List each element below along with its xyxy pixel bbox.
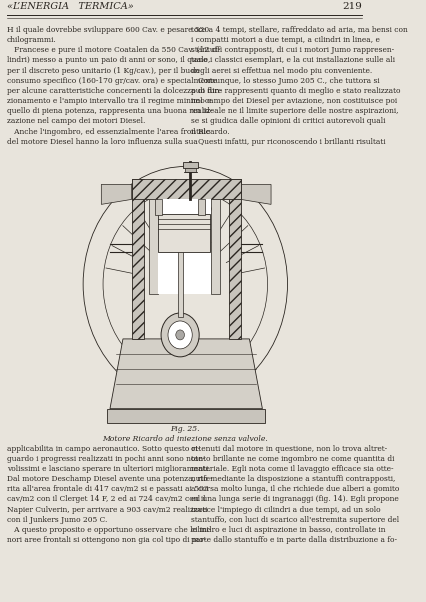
Text: guardo i progressi realizzati in pochi anni sono note-: guardo i progressi realizzati in pochi a… bbox=[7, 455, 205, 463]
Bar bbox=[183, 161, 199, 169]
Text: cav/m2 con il Clerget 14 F, 2 ed ai 724 cav/m2 con il: cav/m2 con il Clerget 14 F, 2 ed ai 724 … bbox=[7, 495, 205, 503]
Text: Motore Ricardo ad iniezione senza valvole.: Motore Ricardo ad iniezione senza valvol… bbox=[102, 435, 268, 442]
Bar bbox=[178, 252, 183, 317]
Text: applicabilita in campo aeronautico. Sotto questo ri-: applicabilita in campo aeronautico. Sott… bbox=[7, 444, 200, 453]
Text: materiale. Egli nota come il lavaggio efficace sia otte-: materiale. Egli nota come il lavaggio ef… bbox=[190, 465, 393, 473]
Bar bbox=[185, 169, 196, 173]
Circle shape bbox=[168, 321, 192, 349]
Text: nori aree frontali si ottengono non gia col tipo di mo-: nori aree frontali si ottengono non gia … bbox=[7, 536, 206, 544]
Polygon shape bbox=[241, 184, 271, 204]
Text: «L’ENERGIA   TERMICA»: «L’ENERGIA TERMICA» bbox=[7, 2, 134, 11]
Text: ed una lunga serie di ingranaggi (fig. 14). Egli propone: ed una lunga serie di ingranaggi (fig. 1… bbox=[190, 495, 398, 503]
Text: con il Junkers Jumo 205 C.: con il Junkers Jumo 205 C. bbox=[7, 516, 107, 524]
Text: nuto mediante la disposizione a stantuffi contrapposti,: nuto mediante la disposizione a stantuff… bbox=[190, 475, 395, 483]
Text: per alcune caratteristiche concernenti la dolcezza di fun-: per alcune caratteristiche concernenti l… bbox=[7, 87, 222, 95]
Text: Dal motore Deschamp Diesel avente una potenza, rife-: Dal motore Deschamp Diesel avente una po… bbox=[7, 475, 213, 483]
Bar bbox=[211, 199, 220, 294]
Bar bbox=[199, 199, 205, 216]
Bar bbox=[158, 214, 210, 252]
Text: Questi infatti, pur riconoscendo i brillanti risultati: Questi infatti, pur riconoscendo i brill… bbox=[190, 138, 385, 146]
Bar bbox=[149, 199, 158, 294]
Text: H il quale dovrebbe sviluppare 600 Cav. e pesare 520: H il quale dovrebbe sviluppare 600 Cav. … bbox=[7, 26, 209, 34]
Bar bbox=[132, 179, 241, 199]
Text: Francese e pure il motore Coatalen da 550 Cav. (12 ci-: Francese e pure il motore Coatalen da 55… bbox=[7, 46, 220, 54]
Text: se si giudica dalle opinioni di critici autorevoli quali: se si giudica dalle opinioni di critici … bbox=[190, 117, 385, 125]
Text: cilindro e luci di aspirazione in basso, controllate in: cilindro e luci di aspirazione in basso,… bbox=[190, 526, 385, 534]
Text: Anche l'ingombro, ed essenzialmente l'area frontale: Anche l'ingombro, ed essenzialmente l'ar… bbox=[7, 128, 210, 135]
Text: chilogrammi.: chilogrammi. bbox=[7, 36, 57, 44]
Text: nel campo dei Diesel per aviazione, non costituisce poi: nel campo dei Diesel per aviazione, non … bbox=[190, 97, 397, 105]
Text: ottenuti dal motore in questione, non lo trova altret-: ottenuti dal motore in questione, non lo… bbox=[190, 444, 387, 453]
Text: lindri) messo a punto un paio di anni or sono, il quale,: lindri) messo a punto un paio di anni or… bbox=[7, 57, 210, 64]
Circle shape bbox=[161, 313, 199, 357]
Text: volissimi e lasciano sperare in ulteriori miglioramenti.: volissimi e lasciano sperare in ulterior… bbox=[7, 465, 210, 473]
Text: puo dire rappresenti quanto di meglio e stato realizzato: puo dire rappresenti quanto di meglio e … bbox=[190, 87, 400, 95]
Circle shape bbox=[176, 330, 184, 340]
Bar bbox=[229, 179, 241, 339]
Bar bbox=[33, 160, 338, 418]
Text: invece l'impiego di cilindri a due tempi, ad un solo: invece l'impiego di cilindri a due tempi… bbox=[190, 506, 380, 514]
Text: Napier Culverin, per arrivare a 903 cav/m2 realizzati: Napier Culverin, per arrivare a 903 cav/… bbox=[7, 506, 207, 514]
Bar bbox=[158, 199, 211, 294]
Text: quello di piena potenza, rappresenta una buona realiz-: quello di piena potenza, rappresenta una… bbox=[7, 107, 213, 116]
Text: a corsa molto lunga, il che richiede due alberi a gomito: a corsa molto lunga, il che richiede due… bbox=[190, 485, 399, 493]
Bar bbox=[155, 199, 162, 216]
Text: degli aerei si effettua nel modo piu conveniente.: degli aerei si effettua nel modo piu con… bbox=[190, 67, 372, 75]
Text: stantuffo, con luci di scarico all'estremita superiore del: stantuffo, con luci di scarico all'estre… bbox=[190, 516, 399, 524]
Bar bbox=[107, 409, 265, 423]
Text: i compatti motori a due tempi, a cilindri in linea, e: i compatti motori a due tempi, a cilindr… bbox=[190, 36, 380, 44]
Text: tanto brillante ne come ingombro ne come quantita di: tanto brillante ne come ingombro ne come… bbox=[190, 455, 394, 463]
Text: A questo proposito e opportuno osservare che le mi-: A questo proposito e opportuno osservare… bbox=[7, 526, 211, 534]
Text: stantuffi contrapposti, di cui i motori Jumo rappresen-: stantuffi contrapposti, di cui i motori … bbox=[190, 46, 394, 54]
Text: parte dallo stantuffo e in parte dalla distribuzione a fo-: parte dallo stantuffo e in parte dalla d… bbox=[190, 536, 397, 544]
Bar bbox=[132, 179, 144, 339]
Text: il Ricardo.: il Ricardo. bbox=[190, 128, 229, 135]
Text: rita all'area frontale di 417 cav/m2 si e passati ai 503: rita all'area frontale di 417 cav/m2 si … bbox=[7, 485, 208, 493]
Text: tano i classici esemplari, e la cui installazione sulle ali: tano i classici esemplari, e la cui inst… bbox=[190, 57, 394, 64]
Text: consumo specifico (160-170 gr/cav. ora) e specialmente: consumo specifico (160-170 gr/cav. ora) … bbox=[7, 77, 217, 85]
Text: zazione nel campo dei motori Diesel.: zazione nel campo dei motori Diesel. bbox=[7, 117, 145, 125]
Circle shape bbox=[83, 167, 288, 402]
Text: un ideale ne il limite superiore delle nostre aspirazioni,: un ideale ne il limite superiore delle n… bbox=[190, 107, 398, 116]
Text: zionamento e l'ampio intervallo tra il regime minimo e: zionamento e l'ampio intervallo tra il r… bbox=[7, 97, 211, 105]
Text: Comunque, lo stesso Jumo 205 C., che tuttora si: Comunque, lo stesso Jumo 205 C., che tut… bbox=[190, 77, 379, 85]
Circle shape bbox=[103, 190, 268, 379]
Text: tore a 4 tempi, stellare, raffreddato ad aria, ma bensi con: tore a 4 tempi, stellare, raffreddato ad… bbox=[190, 26, 407, 34]
Text: 219: 219 bbox=[342, 2, 362, 11]
Text: per il discreto peso unitario (1 Kg/cav.), per il buon: per il discreto peso unitario (1 Kg/cav.… bbox=[7, 67, 199, 75]
Polygon shape bbox=[110, 339, 262, 409]
Text: Fig. 25.: Fig. 25. bbox=[170, 424, 200, 433]
Text: del motore Diesel hanno la loro influenza sulla sua: del motore Diesel hanno la loro influenz… bbox=[7, 138, 198, 146]
Polygon shape bbox=[101, 184, 132, 204]
